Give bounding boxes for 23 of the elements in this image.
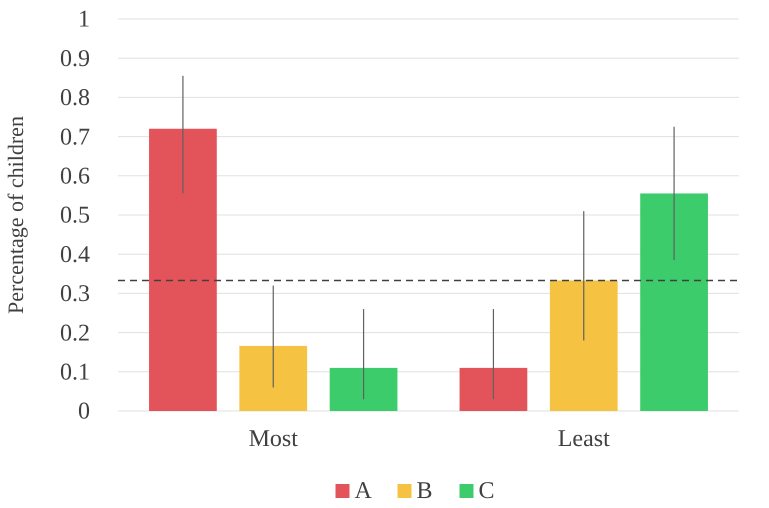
- bar: [640, 193, 708, 411]
- legend-label: B: [416, 478, 433, 504]
- y-tick-label: 0.3: [60, 281, 90, 308]
- y-tick-label: 1: [78, 6, 90, 33]
- y-tick-label: 0.9: [60, 46, 90, 72]
- y-tick-label: 0.6: [60, 163, 90, 190]
- y-tick-label: 0.2: [60, 320, 90, 346]
- y-tick-label: 0.8: [60, 85, 90, 112]
- legend-label: C: [478, 478, 495, 504]
- legend-label: A: [354, 478, 372, 504]
- y-tick-label: 0.5: [60, 202, 90, 229]
- y-tick-label: 0.7: [60, 124, 90, 150]
- bar: [149, 128, 217, 411]
- x-tick-label: Least: [558, 426, 610, 452]
- y-tick-label: 0.1: [60, 359, 90, 386]
- bar: [460, 368, 528, 411]
- y-axis-title: Percentage of children: [3, 116, 28, 314]
- x-tick-label: Most: [248, 426, 298, 452]
- y-tick-label: 0: [78, 398, 90, 425]
- bar: [330, 368, 398, 411]
- y-tick-label: 0.4: [60, 242, 90, 268]
- bar: [550, 280, 618, 411]
- bar: [239, 346, 308, 411]
